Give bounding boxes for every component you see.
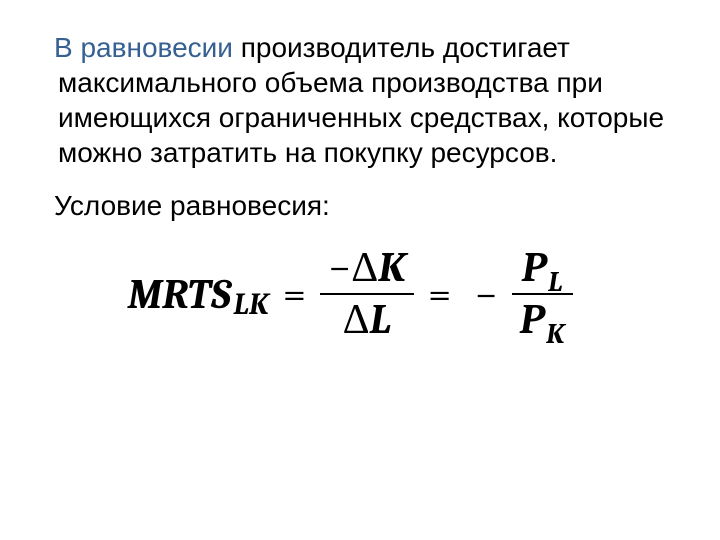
rhs-minus: − — [465, 270, 498, 319]
delta-l-delta: Δ — [343, 298, 370, 342]
minus-sign-num: − — [328, 246, 351, 290]
p-l-symbol: P — [522, 246, 546, 290]
delta-l-var: L — [370, 298, 392, 342]
equilibrium-formula: MRTSLK = −ΔK ΔL = − PL PK — [30, 246, 670, 342]
fraction-delta: −ΔK ΔL — [320, 246, 414, 342]
delta-l-denominator: ΔL — [335, 295, 400, 342]
p-k-symbol: P — [520, 298, 544, 342]
subheading: Условие равновесия: — [54, 188, 670, 224]
p-l-subscript: L — [548, 268, 562, 297]
equals-1: = — [283, 270, 306, 319]
p-k-subscript: K — [546, 320, 564, 349]
price-k-denominator: PK — [512, 295, 573, 342]
equals-2: = — [428, 270, 451, 319]
price-l-numerator: PL — [514, 246, 571, 293]
delta-k-var: K — [378, 246, 406, 290]
highlight-text: В равновесии — [54, 32, 233, 63]
delta-k-delta: Δ — [351, 246, 378, 290]
delta-k-numerator: −ΔK — [320, 246, 414, 293]
mrts-symbol: MRTS — [127, 270, 231, 319]
main-paragraph: В равновесии производитель достигает мак… — [58, 30, 670, 170]
fraction-price: PL PK — [512, 246, 573, 342]
formula-lhs: MRTSLK — [127, 270, 268, 319]
mrts-subscript: LK — [233, 287, 268, 322]
